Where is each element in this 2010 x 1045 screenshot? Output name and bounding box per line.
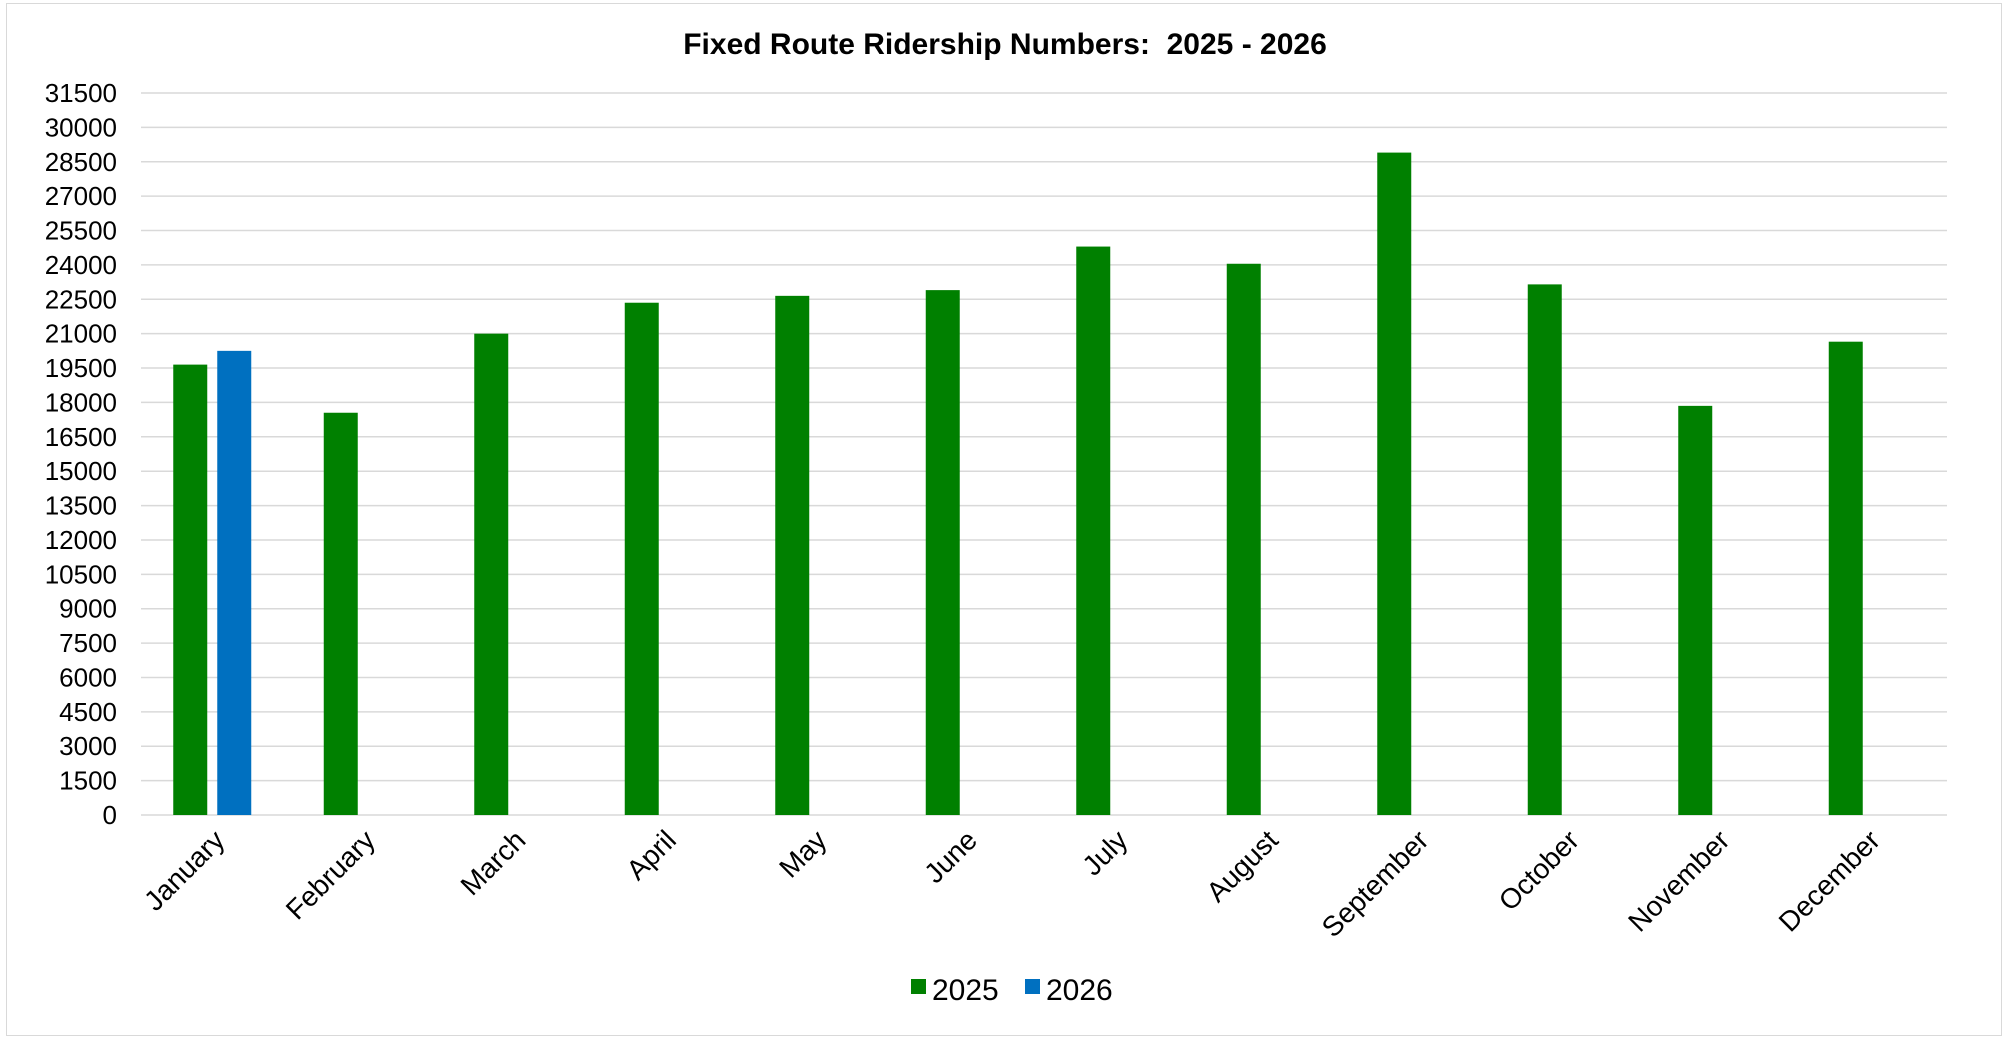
y-tick-label-13500: 13500	[45, 491, 117, 521]
y-tick-label-28500: 28500	[45, 147, 117, 177]
x-category-label-april: April	[620, 824, 682, 886]
x-category-label-september: September	[1316, 824, 1435, 943]
y-tick-label-30000: 30000	[45, 112, 117, 142]
gridlines	[141, 92, 1947, 816]
y-tick-label-3000: 3000	[59, 731, 117, 761]
bar-2025-april	[624, 302, 659, 815]
x-category-label-november: November	[1622, 824, 1735, 937]
x-category-label-january: January	[138, 824, 230, 916]
y-tick-label-25500: 25500	[45, 216, 117, 246]
bar-2025-november	[1678, 405, 1713, 815]
bar-2025-march	[474, 333, 509, 815]
x-category-label-june: June	[918, 824, 983, 889]
y-tick-label-15000: 15000	[45, 456, 117, 486]
bar-2025-september	[1377, 152, 1412, 816]
x-category-label-march: March	[455, 824, 532, 901]
legend-swatch-2025	[911, 979, 926, 994]
y-tick-label-10500: 10500	[45, 559, 117, 589]
y-tick-label-22500: 22500	[45, 284, 117, 314]
legend-label-2026: 2026	[1046, 974, 1113, 1007]
y-tick-label-19500: 19500	[45, 353, 117, 383]
y-tick-label-24000: 24000	[45, 250, 117, 280]
x-category-label-october: October	[1493, 824, 1585, 916]
y-tick-label-4500: 4500	[59, 697, 117, 727]
legend-swatch-2026	[1025, 979, 1040, 994]
y-tick-label-0: 0	[103, 800, 117, 830]
x-category-label-december: December	[1773, 824, 1886, 937]
y-tick-label-1500: 1500	[59, 766, 117, 796]
chart-title: Fixed Route Ridership Numbers: 2025 - 20…	[683, 28, 1327, 61]
bar-2025-august	[1226, 263, 1261, 815]
x-category-label-february: February	[280, 824, 381, 925]
y-tick-label-7500: 7500	[59, 628, 117, 658]
bar-2025-may	[775, 295, 810, 815]
bar-2026-january	[217, 350, 252, 815]
bar-2025-december	[1828, 341, 1863, 815]
x-category-label-july: July	[1076, 824, 1133, 881]
y-tick-label-12000: 12000	[45, 525, 117, 555]
y-tick-label-9000: 9000	[59, 594, 117, 624]
legend-label-2025: 2025	[932, 974, 999, 1007]
y-tick-label-31500: 31500	[45, 78, 117, 108]
bar-2025-february	[323, 412, 358, 815]
bars	[173, 152, 1863, 816]
x-axis-category-labels: January February March April May June July Augu…	[138, 824, 1886, 943]
y-tick-label-27000: 27000	[45, 181, 117, 211]
x-category-label-august: August	[1200, 824, 1284, 908]
bar-2025-june	[925, 290, 960, 816]
y-tick-label-18000: 18000	[45, 387, 117, 417]
y-axis-tick-labels: 0 1500 3000 4500 6000 7500 9000 10500 12000 13500…	[45, 78, 117, 830]
bar-chart: Fixed Route Ridership Numbers: 2025 - 20…	[45, 28, 1947, 1007]
y-tick-label-21000: 21000	[45, 319, 117, 349]
bar-2025-october	[1527, 284, 1562, 815]
legend: 2025 2026	[911, 974, 1113, 1007]
bar-2025-july	[1076, 246, 1111, 816]
y-tick-label-16500: 16500	[45, 422, 117, 452]
chart-frame: Fixed Route Ridership Numbers: 2025 - 20…	[6, 3, 2002, 1036]
bar-2025-january	[173, 364, 208, 815]
x-category-label-may: May	[773, 824, 832, 883]
y-tick-label-6000: 6000	[59, 662, 117, 692]
